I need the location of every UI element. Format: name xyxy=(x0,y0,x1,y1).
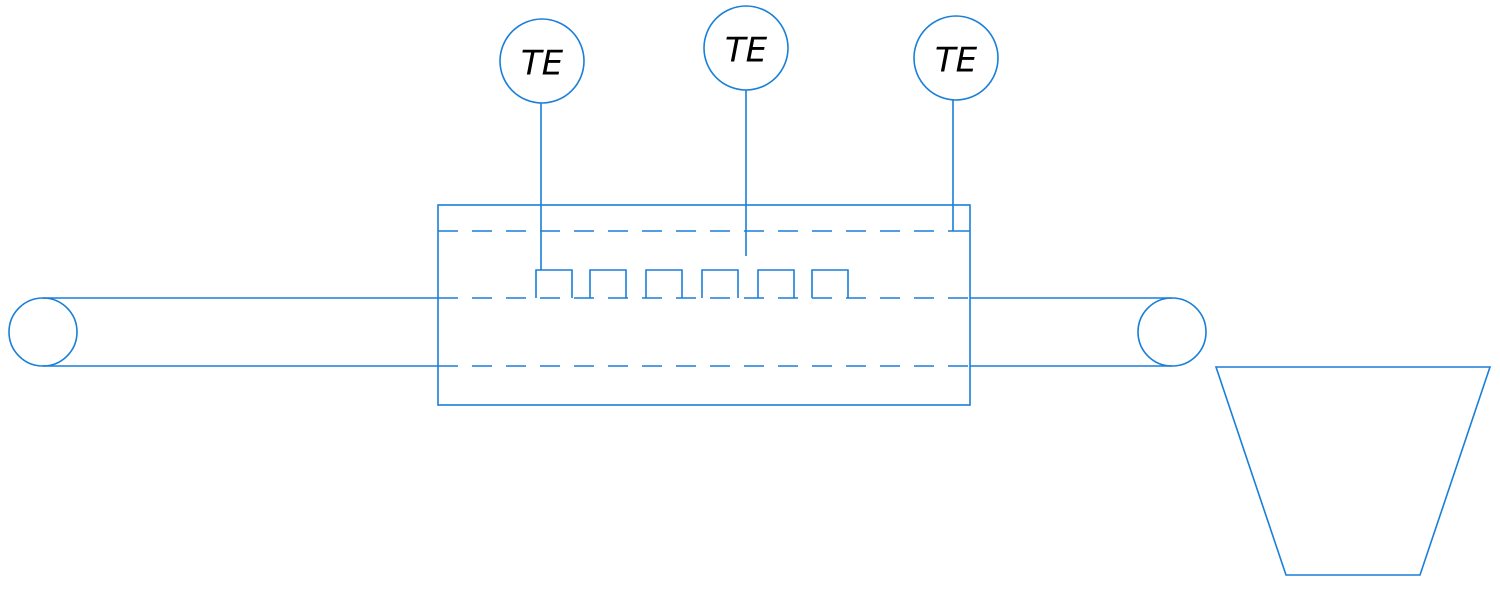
heating-element xyxy=(811,269,849,298)
furnace-chamber xyxy=(437,204,971,406)
chamber-outline xyxy=(437,204,971,406)
sensor-3: TE xyxy=(913,15,999,231)
heating-element xyxy=(645,269,683,298)
conveyor-belt xyxy=(8,297,1207,367)
sensor-2: TE xyxy=(703,5,789,256)
heating-element xyxy=(757,269,795,298)
sensor-label: TE xyxy=(935,41,978,81)
heating-element xyxy=(701,269,739,298)
sensor-bubble xyxy=(913,15,999,101)
heating-elements xyxy=(535,269,849,298)
left-roller xyxy=(8,297,78,367)
heating-element xyxy=(589,269,627,298)
right-roller xyxy=(1137,297,1207,367)
sensor-1: TE xyxy=(499,18,585,270)
sensor-bubble xyxy=(499,18,585,104)
collection-hopper xyxy=(1214,366,1492,576)
sensor-label: TE xyxy=(725,31,768,71)
heating-element xyxy=(535,269,573,298)
sensor-label: TE xyxy=(521,44,564,84)
